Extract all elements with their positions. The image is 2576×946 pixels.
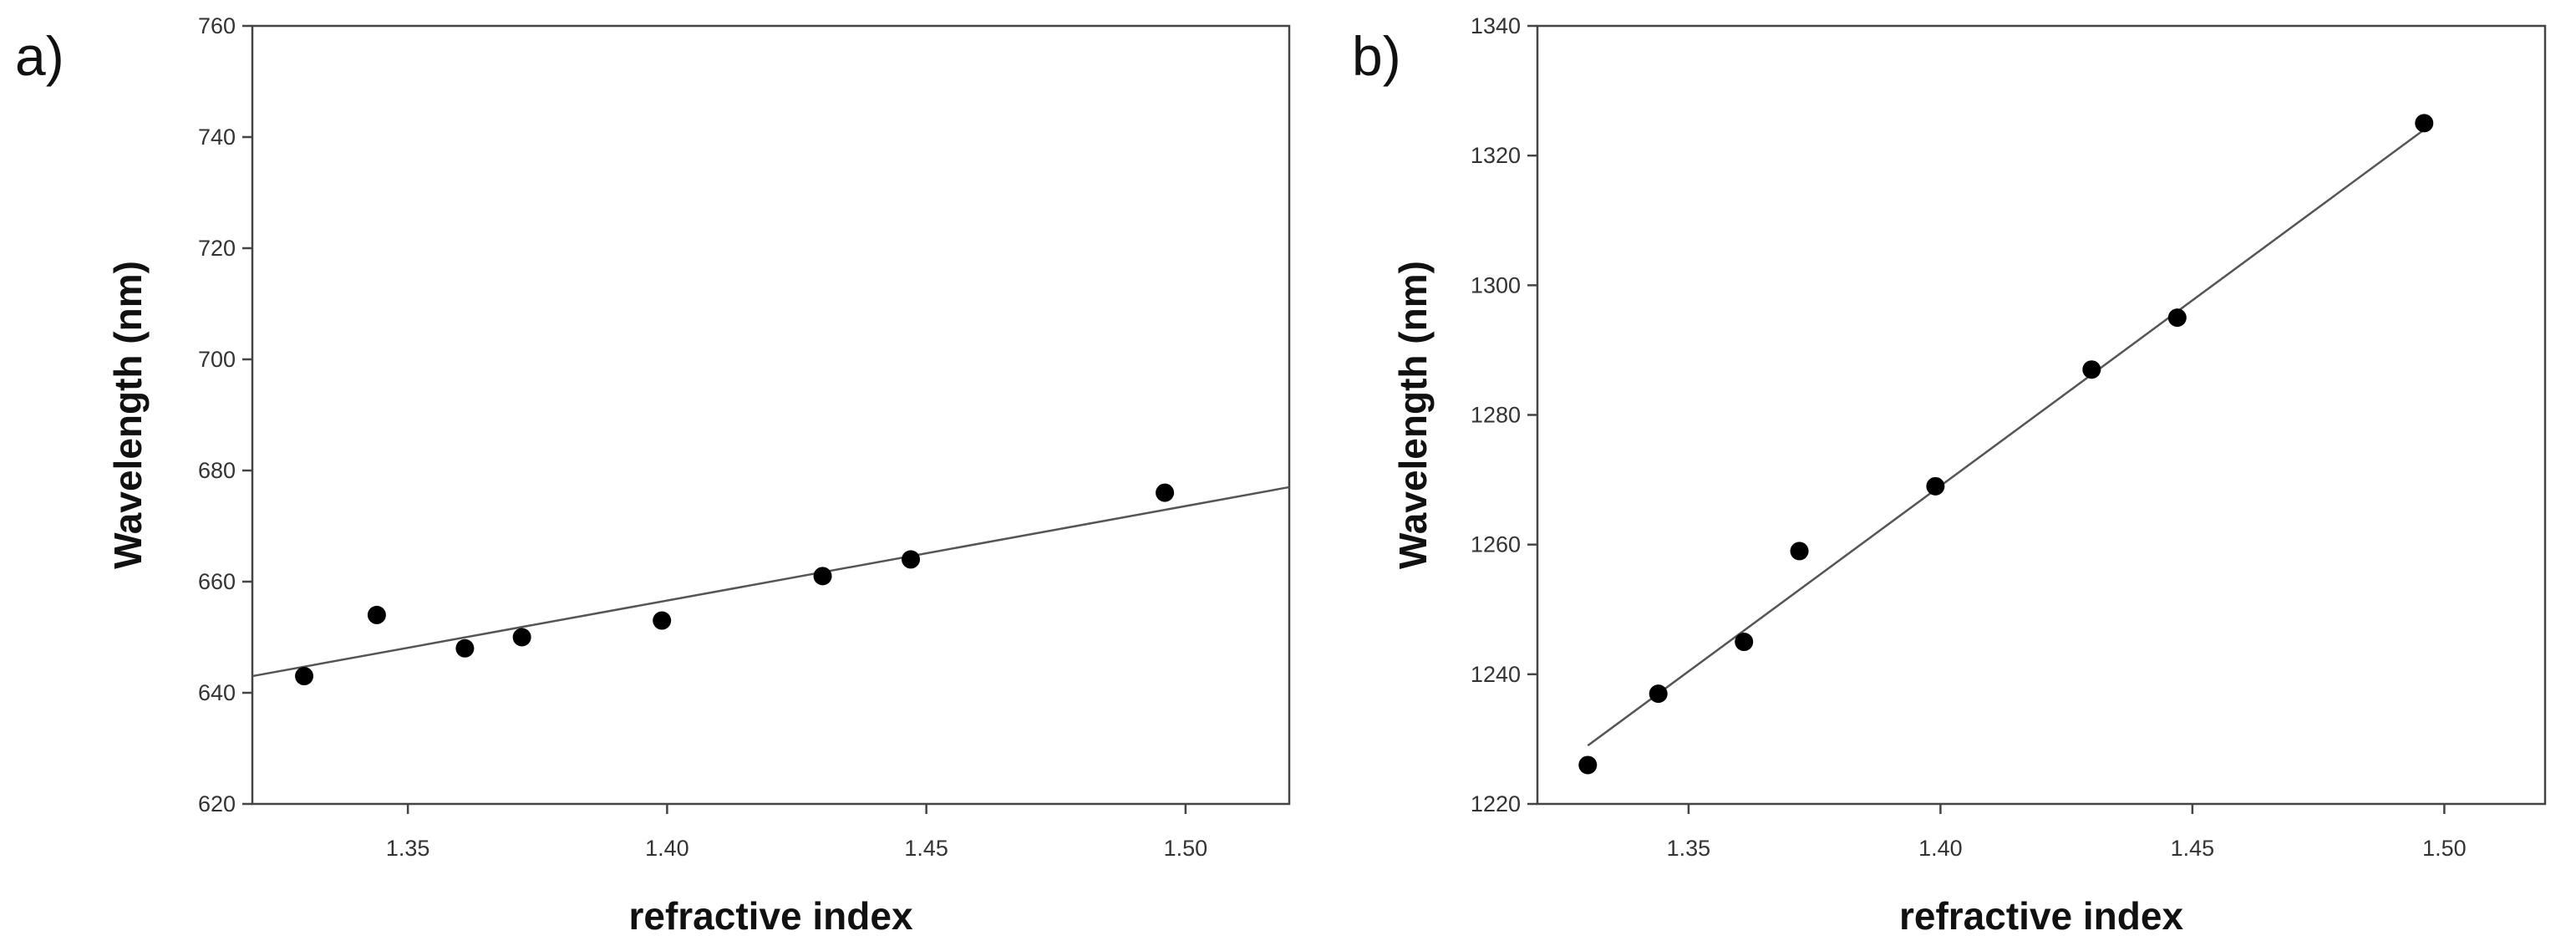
- y-tick-label-b: 1280: [1471, 403, 1521, 428]
- plot-frame-b: [1536, 24, 2547, 806]
- x-axis-title-a: refractive index: [628, 894, 912, 938]
- data-point-b: [2082, 360, 2101, 379]
- chart-a: 620 640 660 680 700 720 740 760 1.35 1.40 1.45 1.50…: [106, 13, 1291, 938]
- y-axis-title-b: Wavelength (nm): [1391, 261, 1435, 569]
- data-point-b: [2415, 114, 2434, 133]
- y-axis-title-a: Wavelength (nm): [106, 261, 150, 569]
- data-point-a: [1156, 483, 1175, 502]
- data-point-a: [295, 667, 314, 686]
- fit-line-a: [252, 486, 1290, 678]
- y-tick-label-b: 1300: [1471, 272, 1521, 298]
- x-axis-title-b: refractive index: [1899, 894, 2183, 938]
- chart-b: 1220 1240 1260 1280 1300 1320 1340 1.35 1.40 1.45…: [1391, 13, 2547, 938]
- data-point-a: [367, 605, 386, 624]
- panel-a-label: a): [15, 25, 64, 87]
- data-point-a: [512, 628, 531, 647]
- data-point-b: [1735, 633, 1754, 652]
- y-tick-label-b: 1260: [1471, 532, 1521, 557]
- y-tick-label-a: 760: [198, 13, 236, 38]
- x-tick-label-b: 1.50: [2422, 836, 2467, 861]
- data-point-b: [1926, 476, 1945, 496]
- y-tick-label-b: 1240: [1471, 662, 1521, 687]
- y-tick-label-a: 620: [198, 791, 236, 816]
- y-tick-label-a: 680: [198, 458, 236, 483]
- x-tick-label-a: 1.50: [1164, 836, 1208, 861]
- data-point-b: [1649, 684, 1668, 704]
- data-point-b: [1578, 755, 1598, 775]
- y-tick-label-a: 660: [198, 569, 236, 594]
- data-point-a: [902, 550, 921, 569]
- y-tick-label-a: 700: [198, 347, 236, 372]
- y-tick-label-b: 1340: [1471, 13, 1521, 38]
- y-tick-label-a: 740: [198, 125, 236, 150]
- y-tick-label-b: 1220: [1471, 791, 1521, 816]
- data-point-b: [1790, 542, 1809, 561]
- data-point-a: [653, 611, 672, 630]
- panel-b-label: b): [1352, 25, 1401, 87]
- y-tick-label-b: 1320: [1471, 143, 1521, 168]
- y-tick-label-a: 720: [198, 236, 236, 261]
- x-tick-label-b: 1.35: [1667, 836, 1711, 861]
- plot-frame-a: [251, 24, 1291, 806]
- data-point-b: [2167, 308, 2187, 328]
- x-tick-label-a: 1.40: [645, 836, 689, 861]
- y-tick-label-a: 640: [198, 680, 236, 705]
- data-point-a: [813, 567, 832, 586]
- x-tick-label-b: 1.40: [1918, 836, 1963, 861]
- x-tick-label-a: 1.45: [904, 836, 948, 861]
- x-tick-label-b: 1.45: [2171, 836, 2215, 861]
- x-tick-label-a: 1.35: [386, 836, 430, 861]
- fit-line-b: [1587, 129, 2426, 747]
- data-point-a: [455, 638, 475, 658]
